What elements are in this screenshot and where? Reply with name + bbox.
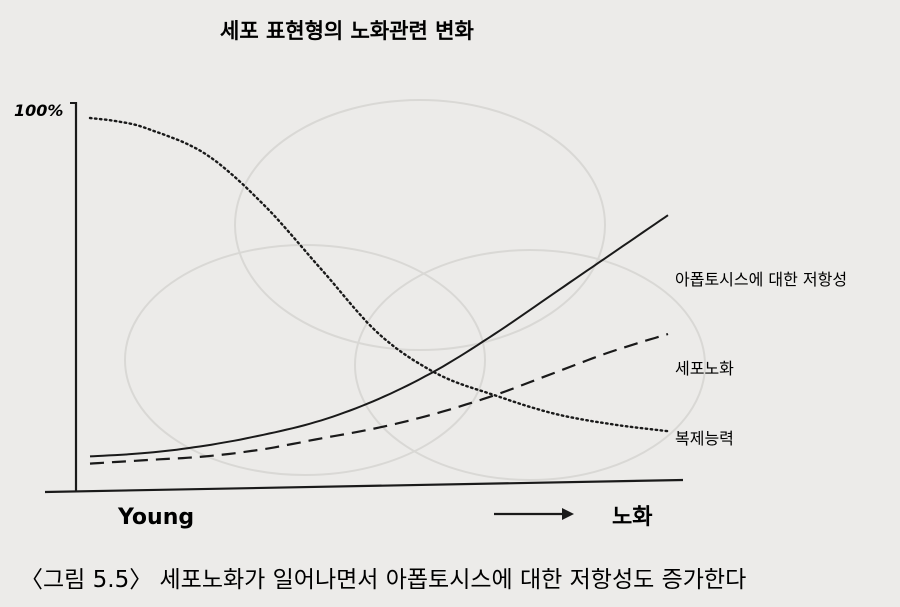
series-line-apoptosis-resistance	[89, 214, 669, 458]
x-label-aging: 노화	[612, 505, 652, 530]
series-label-cell-senescence: 세포노화	[675, 359, 734, 378]
x-label-young: Young	[117, 505, 194, 530]
right-arrow-icon	[494, 508, 574, 520]
y-tick-100: 100%	[14, 101, 63, 120]
x-axis	[44, 478, 684, 494]
series-label-replicative-capacity: 복제능력	[675, 429, 734, 448]
series-line-replicative-capacity	[88, 116, 670, 433]
background-circles	[124, 99, 706, 481]
series-label-apoptosis-resistance: 아폽토시스에 대한 저항성	[675, 270, 847, 289]
chart-title: 세포 표현형의 노화관련 변화	[220, 19, 474, 43]
series-line-cell-senescence	[89, 332, 669, 465]
figure-caption: 〈그림 5.5〉 세포노화가 일어나면서 아폽토시스에 대한 저항성도 증가한다	[20, 567, 746, 593]
